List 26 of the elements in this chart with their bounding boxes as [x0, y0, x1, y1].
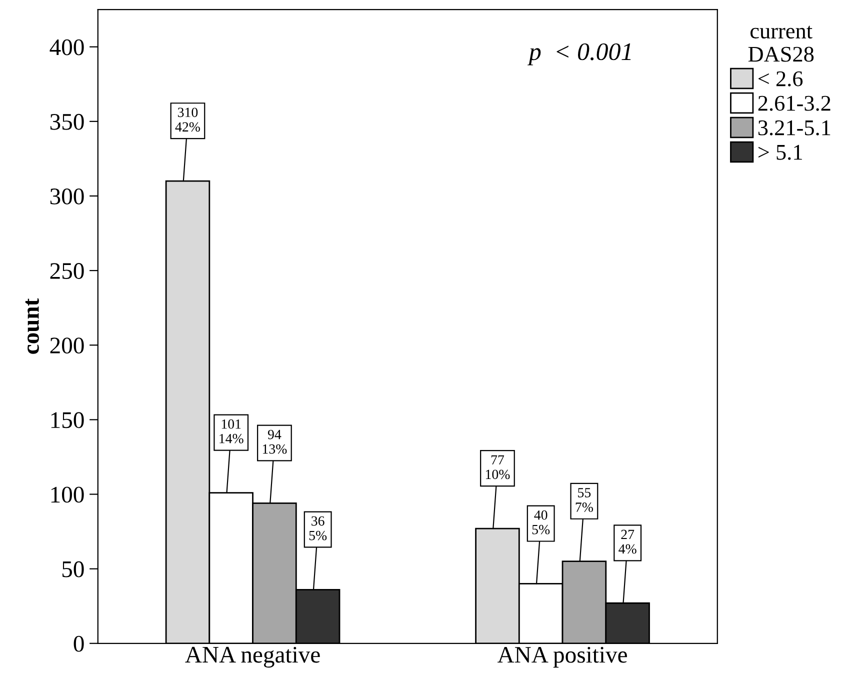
data-label: 310 42% — [175, 108, 200, 132]
data-label: 77 10% — [486, 455, 510, 480]
y-tick-label: 50 — [62, 561, 84, 578]
data-label: 101 14% — [220, 419, 244, 444]
y-tick-label: 100 — [51, 486, 84, 503]
data-label: 94 13% — [262, 430, 287, 454]
y-tick-label: 400 — [50, 39, 84, 56]
y-tick-label: 350 — [50, 114, 84, 130]
data-label: 27 4% — [618, 530, 636, 554]
data-label: 55 7% — [576, 488, 593, 512]
y-tick-label: 250 — [50, 263, 84, 279]
x-tick-label: ANA negative — [185, 646, 320, 668]
legend-label: < 2.6 — [758, 71, 803, 86]
y-tick-label: 0 — [74, 636, 84, 652]
annotation: p < 0.001 — [527, 43, 631, 66]
legend-title: current DAS28 — [748, 26, 814, 62]
legend-label: > 5.1 — [758, 144, 802, 160]
legend-label: 2.61-3.2 — [758, 96, 830, 111]
y-tick-label: 150 — [51, 412, 84, 428]
y-tick-label: 200 — [50, 338, 84, 354]
x-tick-label: ANA positive — [497, 646, 627, 668]
y-tick-label: 300 — [50, 188, 84, 204]
data-label: 40 5% — [532, 510, 550, 534]
y-axis-title: count — [25, 298, 39, 354]
legend-label: 3.21-5.1 — [758, 120, 830, 136]
data-label: 36 5% — [309, 516, 327, 540]
